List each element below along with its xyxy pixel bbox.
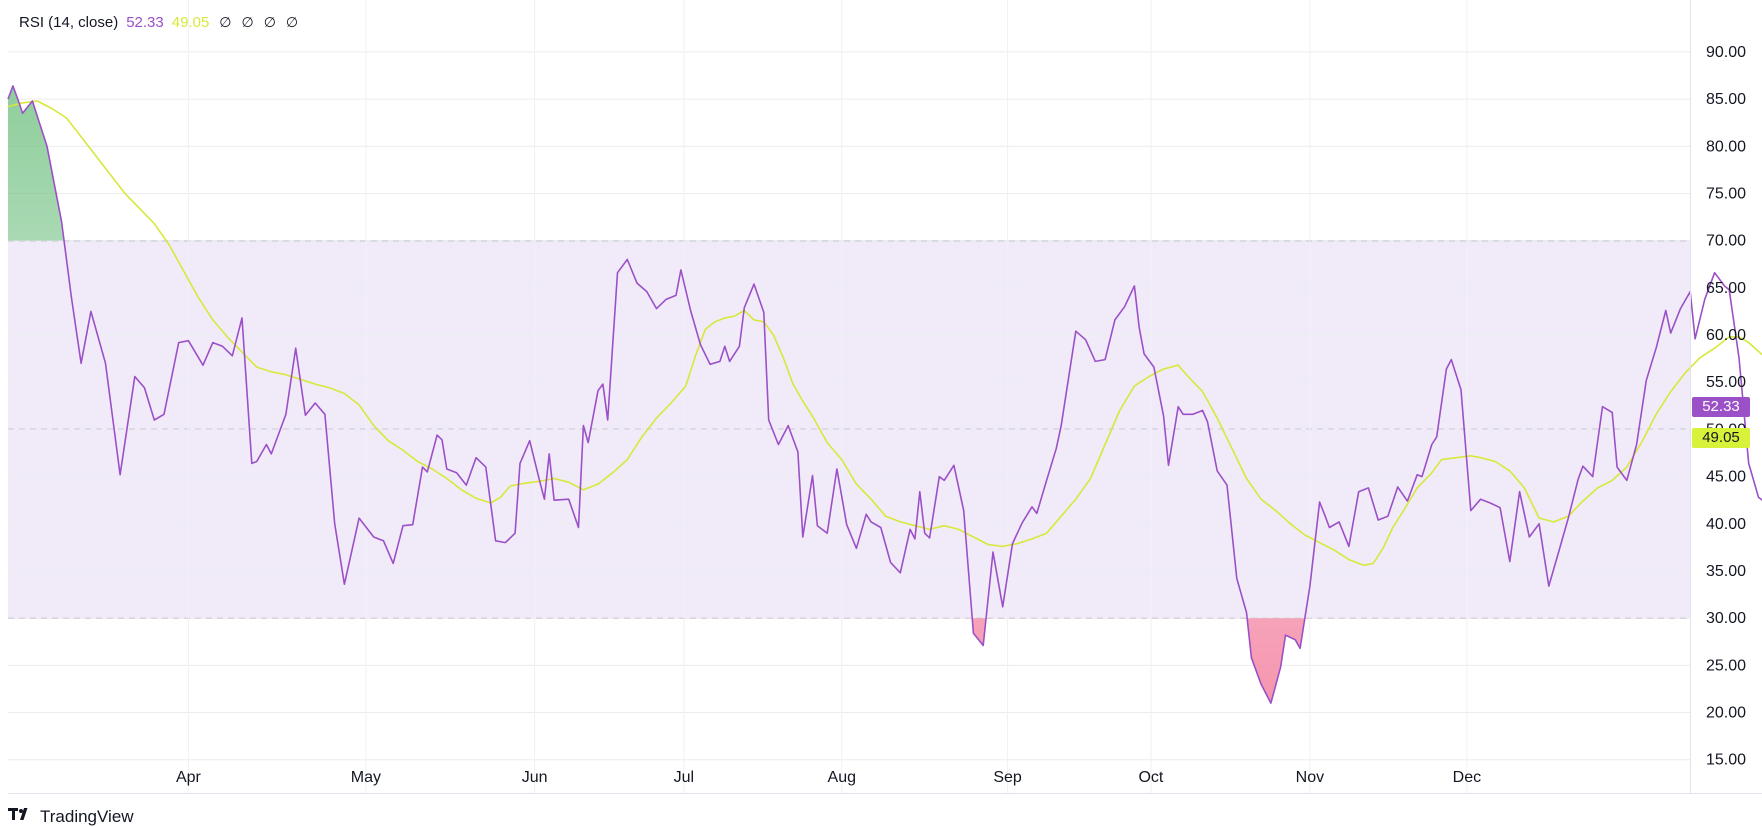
y-tick-label: 25.00	[1706, 657, 1746, 674]
na-value-1: ∅	[219, 14, 232, 30]
x-tick-label: Nov	[1296, 769, 1324, 786]
y-tick-label: 45.00	[1706, 469, 1746, 486]
y-tick-label: 60.00	[1706, 327, 1746, 344]
oversold-fill	[8, 618, 1690, 704]
y-tick-label: 35.00	[1706, 563, 1746, 580]
ma-price-badge: 49.05	[1692, 428, 1750, 449]
x-tick-label: Aug	[828, 769, 856, 786]
x-axis-ticks: Apr May Jun Jul Aug Sep Oct Nov Dec	[176, 769, 1481, 786]
y-tick-label: 70.00	[1706, 233, 1746, 250]
tradingview-brand[interactable]: TradingView	[8, 806, 134, 827]
x-tick-label: Oct	[1138, 769, 1163, 786]
y-tick-label: 30.00	[1706, 610, 1746, 627]
indicator-name[interactable]: RSI (14, close)	[19, 14, 119, 31]
x-tick-label: May	[351, 769, 381, 786]
indicator-legend[interactable]: RSI (14, close) 52.33 49.05 ∅ ∅ ∅ ∅	[19, 14, 298, 31]
rsi-value: 52.33	[126, 14, 164, 31]
y-tick-label: 80.00	[1706, 138, 1746, 155]
na-value-3: ∅	[263, 14, 276, 30]
x-tick-label: Dec	[1453, 769, 1481, 786]
x-tick-label: Jul	[674, 769, 694, 786]
extreme-zone-fills	[8, 85, 1690, 704]
y-tick-label: 55.00	[1706, 374, 1746, 391]
y-tick-label: 40.00	[1706, 516, 1746, 533]
tradingview-logo-icon	[8, 806, 34, 827]
x-tick-label: Sep	[993, 769, 1022, 786]
ma-line	[7, 100, 1762, 567]
x-tick-label: Jun	[522, 769, 548, 786]
x-tick-label: Apr	[176, 769, 202, 786]
y-tick-label: 65.00	[1706, 280, 1746, 297]
y-tick-label: 90.00	[1706, 44, 1746, 61]
ma-value: 49.05	[171, 14, 210, 31]
na-value-4: ∅	[285, 14, 299, 30]
y-tick-label: 15.00	[1706, 752, 1746, 769]
brand-text: TradingView	[40, 806, 134, 826]
series-lines	[7, 85, 1762, 704]
rsi-price-badge: 52.33	[1692, 397, 1750, 418]
rsi-line	[7, 85, 1762, 704]
y-tick-label: 75.00	[1706, 185, 1746, 202]
y-tick-label: 20.00	[1706, 705, 1746, 722]
na-value-2: ∅	[241, 14, 254, 30]
y-tick-label: 85.00	[1706, 91, 1746, 108]
